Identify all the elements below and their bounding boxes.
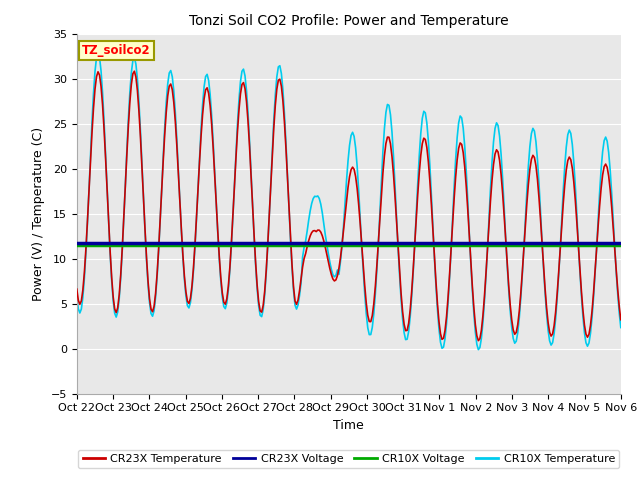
Y-axis label: Power (V) / Temperature (C): Power (V) / Temperature (C) [32, 127, 45, 300]
Legend: CR23X Temperature, CR23X Voltage, CR10X Voltage, CR10X Temperature: CR23X Temperature, CR23X Voltage, CR10X … [78, 450, 620, 468]
Text: TZ_soilco2: TZ_soilco2 [82, 44, 151, 58]
X-axis label: Time: Time [333, 419, 364, 432]
Title: Tonzi Soil CO2 Profile: Power and Temperature: Tonzi Soil CO2 Profile: Power and Temper… [189, 14, 509, 28]
